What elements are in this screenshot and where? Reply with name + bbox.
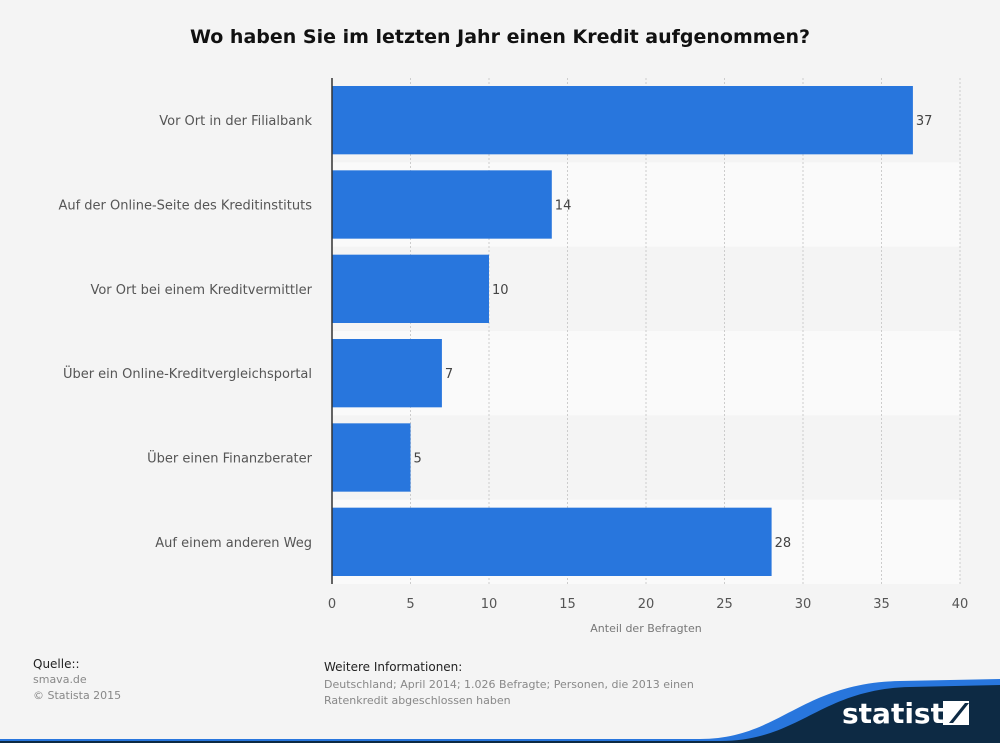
- x-tick-label: 20: [638, 597, 655, 612]
- category-label: Vor Ort in der Filialbank: [159, 114, 312, 129]
- x-axis-label: Anteil der Befragten: [590, 622, 701, 635]
- info-line-2: Ratenkredit abgeschlossen haben: [324, 694, 511, 707]
- x-tick-label: 25: [716, 597, 733, 612]
- bar-chart: 0 5 10 15 20 25 30 35 40 37 Vor Ort in der Filialb…: [58, 78, 969, 635]
- data-label: 10: [492, 283, 509, 298]
- x-tick-label: 30: [795, 597, 812, 612]
- bar: [332, 339, 442, 408]
- x-tick-label: 40: [952, 597, 969, 612]
- statista-logo-icon: [943, 701, 969, 725]
- x-tick-label: 5: [406, 597, 414, 612]
- bar: [332, 86, 913, 155]
- data-label: 37: [916, 114, 933, 129]
- source-block: Quelle:: smava.de © Statista 2015: [33, 656, 121, 704]
- data-label: 14: [555, 199, 572, 214]
- category-label: Über einen Finanzberater: [147, 450, 313, 467]
- info-line-1: Deutschland; April 2014; 1.026 Befragte;…: [324, 678, 694, 691]
- bar: [332, 170, 552, 239]
- logo-text: statista: [842, 697, 963, 730]
- data-label: 7: [445, 367, 453, 382]
- data-label: 28: [775, 536, 792, 551]
- source-heading: Quelle::: [33, 657, 80, 671]
- category-label: Vor Ort bei einem Kreditvermittler: [90, 283, 312, 298]
- x-tick-label: 15: [559, 597, 576, 612]
- data-label: 5: [414, 452, 422, 467]
- category-label: Auf einem anderen Weg: [155, 536, 312, 551]
- copyright: © Statista 2015: [33, 689, 122, 702]
- x-tick-label: 0: [328, 597, 336, 612]
- x-tick-label: 35: [873, 597, 890, 612]
- source-link[interactable]: smava.de: [33, 673, 87, 686]
- category-label: Auf der Online-Seite des Kreditinstituts: [58, 199, 312, 214]
- bar: [332, 254, 489, 323]
- info-heading: Weitere Informationen:: [324, 660, 463, 674]
- chart-title: Wo haben Sie im letzten Jahr einen Kredi…: [189, 26, 811, 48]
- category-label: Über ein Online-Kreditvergleichsportal: [63, 365, 312, 382]
- x-tick-label: 10: [481, 597, 498, 612]
- statista-logo-banner: statista: [0, 679, 1000, 743]
- bar: [332, 423, 411, 492]
- info-block: Weitere Informationen: Deutschland; Apri…: [324, 659, 694, 709]
- bar: [332, 507, 772, 576]
